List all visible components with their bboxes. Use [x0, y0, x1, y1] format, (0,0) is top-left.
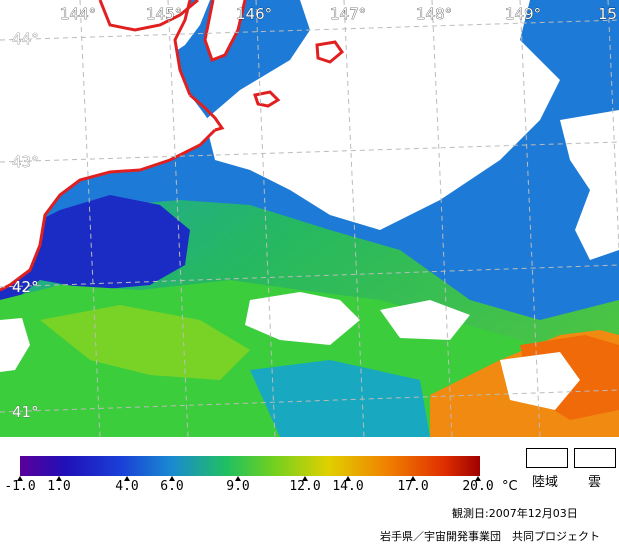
land-legend-swatch	[526, 448, 568, 468]
meridian-line	[343, 0, 365, 437]
scale-tick-marks	[17, 476, 481, 481]
credit-line: 岩手県／宇宙開発事業団 共同プロジェクト	[380, 530, 600, 543]
longitude-label: 15	[598, 5, 617, 23]
coastline-habomai	[253, 90, 281, 108]
scale-tick	[410, 476, 416, 481]
cold-water-dark-region	[0, 195, 190, 300]
longitude-label: 144°	[60, 5, 96, 23]
longitude-label: 146°	[236, 5, 272, 23]
scale-tick	[475, 476, 481, 481]
graticule	[0, 0, 619, 437]
meridian-line	[79, 0, 101, 437]
scale-tick-label: 1.0	[47, 479, 71, 494]
scale-tick-label: -1.0	[4, 479, 36, 494]
scale-tick	[345, 476, 351, 481]
scale-tick-label: 4.0	[115, 479, 139, 494]
cyan-water-region	[250, 360, 430, 437]
parallel-line	[0, 141, 619, 163]
parallel-line	[0, 264, 619, 288]
meridian-line	[607, 0, 619, 251]
parallel-line	[0, 389, 619, 413]
land-hokkaido	[0, 0, 215, 290]
temperature-unit: °C	[502, 479, 518, 494]
cloud-mass-center2	[380, 300, 470, 340]
scale-tick	[56, 476, 62, 481]
sea-temperature-map: 144° 145° 146° 147° 148° 149° 15 44° 43°…	[0, 0, 619, 437]
scale-tick	[17, 476, 23, 481]
cloud-mass-north	[205, 0, 560, 230]
cloud-legend-swatch	[574, 448, 616, 468]
longitude-label: 145°	[146, 5, 182, 23]
longitude-label: 148°	[416, 5, 452, 23]
latitude-label: 43°	[12, 153, 39, 171]
observation-date: 観測日:2007年12月03日	[452, 507, 578, 520]
parallel-line	[0, 19, 619, 41]
scale-tick-label: 17.0	[397, 479, 429, 494]
land-legend-label: 陸域	[532, 475, 559, 490]
land-kuril-north	[60, 0, 210, 55]
meridian-line	[519, 0, 541, 437]
cloud-mass-southeast	[500, 352, 580, 410]
scale-tick-label: 6.0	[160, 479, 184, 494]
coastline-kunashiri	[203, 0, 247, 62]
cloud-legend-label: 雲	[588, 475, 602, 490]
scale-tick-label: 20.0	[462, 479, 494, 494]
land-kunashiri	[205, 0, 245, 60]
color-scale-bar	[20, 456, 480, 476]
longitude-label: 147°	[330, 5, 366, 23]
meridian-line	[431, 0, 453, 437]
scale-tick-label: 12.0	[289, 479, 321, 494]
scale-tick	[302, 476, 308, 481]
cloud-mass-east	[560, 110, 619, 260]
color-scale-legend	[17, 456, 481, 481]
meridian-line	[255, 0, 276, 437]
scale-tick-label: 9.0	[226, 479, 250, 494]
coastline-hokkaido-north	[173, 0, 192, 96]
meridian-line	[167, 0, 189, 437]
scale-tick	[235, 476, 241, 481]
cloud-mass-center	[245, 292, 360, 345]
latitude-label: 44°	[12, 30, 39, 48]
coastline-shikotan	[315, 40, 345, 64]
latitude-label: 42°	[12, 278, 39, 296]
cloud-mass-southwest	[0, 318, 30, 372]
coastline-shiretoko	[189, 93, 225, 132]
coastline-nemuro	[98, 0, 199, 32]
scale-tick	[124, 476, 130, 481]
longitude-label: 149°	[505, 5, 541, 23]
scale-tick-label: 14.0	[332, 479, 364, 494]
latitude-label: 41°	[12, 403, 39, 421]
yellow-green-patch	[40, 305, 250, 380]
scale-tick	[169, 476, 175, 481]
